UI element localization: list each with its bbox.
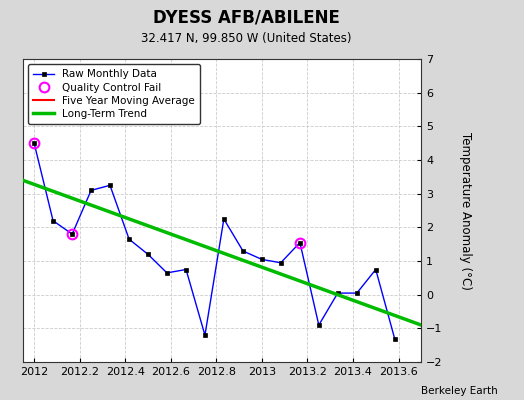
Raw Monthly Data [107,183,113,188]
Raw Monthly Data [278,260,284,265]
Raw Monthly Data [50,218,56,223]
Quality Control Fail [69,232,75,236]
Raw Monthly Data [315,323,322,328]
Quality Control Fail [297,240,303,245]
Raw Monthly Data [69,232,75,236]
Raw Monthly Data [334,291,341,296]
Quality Control Fail [31,141,37,146]
Text: Berkeley Earth: Berkeley Earth [421,386,498,396]
Raw Monthly Data [31,141,37,146]
Text: 32.417 N, 99.850 W (United States): 32.417 N, 99.850 W (United States) [141,32,352,45]
Raw Monthly Data [373,267,379,272]
Raw Monthly Data [145,252,151,257]
Raw Monthly Data [164,270,170,275]
Raw Monthly Data [126,237,132,242]
Text: DYESS AFB/ABILENE: DYESS AFB/ABILENE [153,8,340,26]
Raw Monthly Data [354,291,360,296]
Raw Monthly Data [88,188,94,193]
Raw Monthly Data [391,336,398,341]
Raw Monthly Data [183,267,189,272]
Legend: Raw Monthly Data, Quality Control Fail, Five Year Moving Average, Long-Term Tren: Raw Monthly Data, Quality Control Fail, … [28,64,200,124]
Line: Raw Monthly Data: Raw Monthly Data [32,141,397,341]
Raw Monthly Data [202,333,208,338]
Line: Quality Control Fail: Quality Control Fail [29,138,305,248]
Y-axis label: Temperature Anomaly (°C): Temperature Anomaly (°C) [460,132,472,290]
Raw Monthly Data [259,257,265,262]
Raw Monthly Data [221,216,227,221]
Raw Monthly Data [297,240,303,245]
Raw Monthly Data [240,248,246,253]
